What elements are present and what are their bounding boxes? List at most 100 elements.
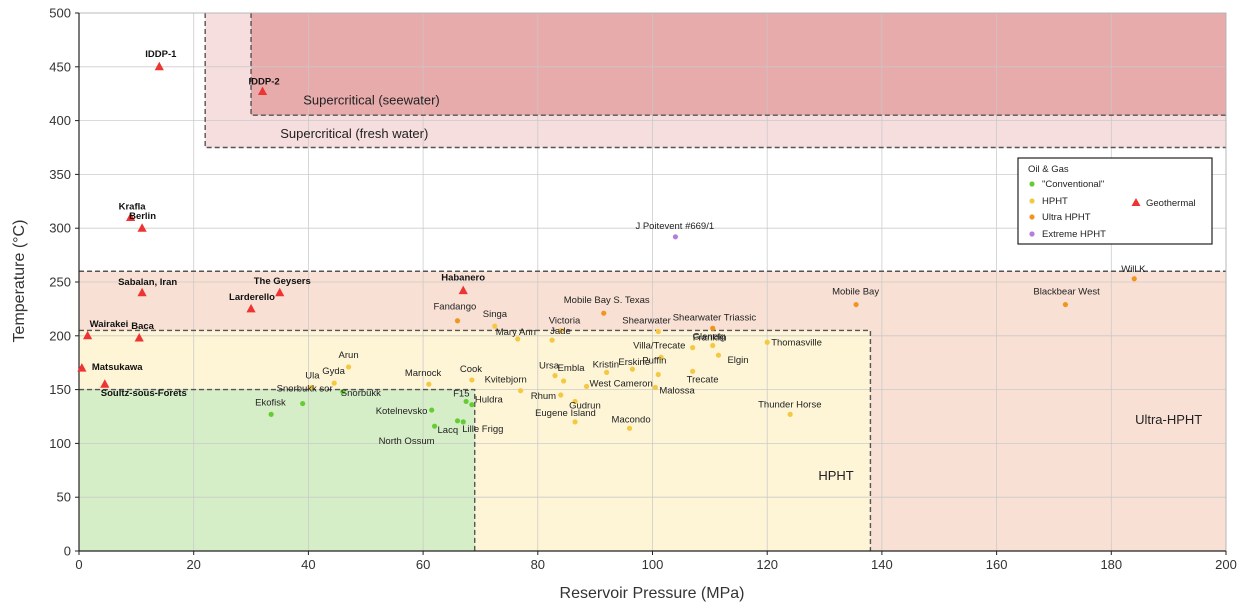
point-label-iddp-2: IDDP-2 [249, 77, 280, 88]
point-label-krafla: Krafla [119, 201, 147, 212]
point-franklin [710, 342, 716, 349]
legend-label-hpht: HPHT [1042, 196, 1068, 207]
point-mary-ann [515, 336, 521, 342]
y-tick-label: 400 [49, 113, 71, 128]
point-erskine [629, 366, 636, 372]
legend-label-geothermal: Geothermal [1146, 198, 1196, 209]
point-label-trecate: Trecate [687, 374, 719, 385]
y-tick-label: 500 [49, 6, 71, 21]
y-tick-label: 100 [49, 436, 71, 451]
point-label-macondo: Macondo [612, 414, 651, 425]
point-label-sabalan-iran: Sabalan, Iran [118, 277, 177, 288]
region-supercritical-seewater [251, 13, 1227, 116]
point-arun [345, 364, 352, 370]
point-trecate [690, 368, 696, 374]
point-gyda [331, 380, 337, 386]
point-label-habanero: Habanero [441, 273, 485, 284]
point-label-lacq: Lacq [438, 425, 459, 436]
point-label-huldra: Huldra [475, 395, 504, 406]
point-label-snorbukk-sor: Snorbukk sor [277, 384, 333, 395]
region-conventional [79, 389, 475, 551]
point-label-victoria: Victoria [549, 315, 581, 326]
y-tick-label: 0 [64, 544, 71, 559]
point-macondo [626, 425, 633, 431]
point-the-geysers [275, 287, 285, 297]
point-matsukawa [77, 363, 87, 372]
point-berlin [137, 223, 147, 232]
point-lille-frigg [460, 419, 466, 425]
point-label-ursa: Ursa [539, 361, 560, 372]
x-tick-label: 160 [986, 557, 1008, 572]
x-tick-label: 120 [756, 557, 778, 572]
point-label-kotelnevsko: Kotelnevsko [376, 406, 428, 417]
point-sabalan-iran [137, 287, 147, 297]
point-singa [492, 323, 498, 329]
point-label-mobile-bay-s-texas: Mobile Bay S. Texas [564, 295, 650, 306]
point-j-poitevent-669-1 [672, 234, 679, 240]
point-label-berlin: Berlin [129, 211, 156, 222]
boundary-supercritical-sea [250, 13, 1226, 116]
point-label-will-k: Will K [1121, 264, 1146, 275]
point-thunder-horse [787, 411, 793, 417]
point-fandango [454, 318, 461, 324]
point-label-ekofisk: Ekofisk [255, 397, 286, 408]
point-baca [134, 332, 144, 342]
point-ursa [552, 373, 558, 379]
point-label-rhum: Rhum [531, 391, 556, 402]
point-ula [308, 384, 314, 391]
y-tick-label: 300 [49, 221, 71, 236]
point-label-matsukawa: Matsukawa [92, 362, 143, 373]
point-eugene-island [572, 419, 578, 425]
point-thomasville [764, 339, 770, 345]
boundary-supercritical-fresh [204, 13, 1226, 149]
point-label-f15: F15 [453, 388, 469, 399]
point-label-thomasville: Thomasville [771, 337, 822, 348]
legend-marker-geothermal [1131, 198, 1141, 206]
point-wairakei [83, 330, 93, 340]
point-label-gudrun: Gudrun [569, 400, 601, 411]
point-label-erskine: Erskine [618, 357, 650, 368]
point-label-baca: Baca [131, 321, 154, 332]
point-mobile-bay [853, 301, 859, 308]
point-label-franklin: Franklin [693, 332, 727, 343]
point-kotelnevsko [429, 407, 435, 413]
boundary-conventional [79, 388, 476, 551]
point-iddp-2 [257, 86, 268, 96]
point-label-wairakei: Wairakei [90, 319, 129, 330]
point-iddp-1 [154, 61, 164, 71]
point-label-arun: Arun [339, 350, 359, 361]
legend-label-ultra-hpht: Ultra HPHT [1042, 212, 1091, 223]
point-malossa [652, 384, 658, 391]
point-embla [561, 378, 567, 384]
region-label-supercritical-seewater: Supercritical (seewater) [303, 92, 440, 107]
point-gudrun [572, 398, 578, 405]
point-label-singa: Singa [483, 309, 508, 320]
legend-marker-hpht [1029, 198, 1035, 204]
x-tick-label: 180 [1100, 557, 1122, 572]
chart-regions [79, 13, 1227, 551]
point-label-mary-ann: Mary Ann [496, 327, 536, 338]
legend-box [1017, 157, 1213, 245]
point-label-eugene-island: Eugene Island [535, 408, 596, 419]
point-villa-trecate [658, 354, 664, 360]
legend: Oil & Gas "Conventional" HPHT Ultra HPHT… [1017, 157, 1213, 245]
point-mobile-bay-s-texas [601, 310, 607, 316]
point-label-jade: Jade [550, 326, 571, 337]
point-soultz-sous-forets [100, 379, 110, 388]
point-label-snorbukk: Snorbukk [341, 388, 381, 399]
point-north-ossum [431, 423, 438, 429]
x-tick-label: 80 [531, 557, 545, 572]
point-label-elgin: Elgin [727, 355, 748, 366]
y-tick-label: 50 [57, 490, 71, 505]
point-label-fandango: Fandango [434, 302, 477, 313]
point-label-marnock: Marnock [405, 368, 442, 379]
point-puffin [655, 371, 661, 378]
point-label-villa-trecate: Villa/Trecate [633, 340, 685, 351]
point-label-the-geysers: The Geysers [254, 276, 311, 287]
point-label-glenelg: Glenelg [693, 332, 726, 343]
point-ekofisk [268, 411, 274, 417]
point-label-j-poitevent-669-1: J Poitevent #669/1 [635, 221, 714, 232]
point-jade [549, 337, 555, 343]
chart-axes: 0 20 40 60 80 100 120 140 160 180 200 0 50 100 150 200 2… [49, 6, 1237, 573]
